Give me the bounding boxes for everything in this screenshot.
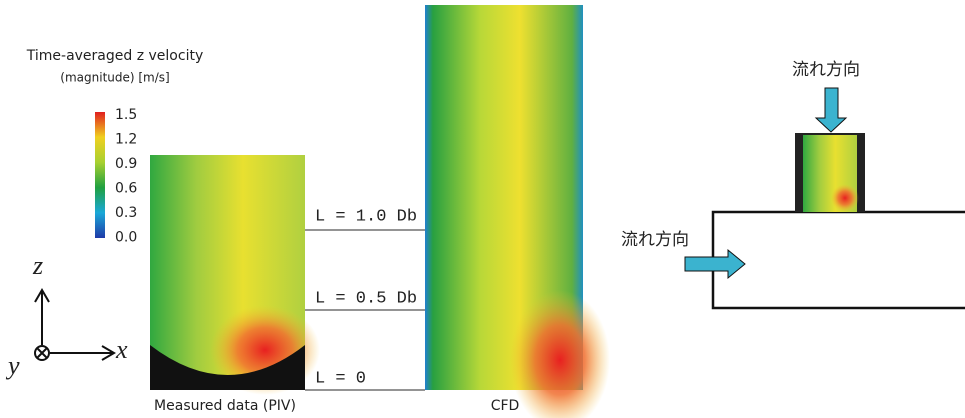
flow-label: 流れ方向 bbox=[621, 230, 689, 250]
axis-x: x bbox=[115, 335, 128, 364]
piv-label: Measured data (PIV) bbox=[154, 398, 296, 414]
colorbar-tick: 0.9 bbox=[115, 156, 137, 172]
figure: Time-averaged z velocity (magnitude) [m/… bbox=[0, 0, 965, 418]
axis-z: z bbox=[32, 251, 43, 280]
branch-hotspot bbox=[831, 184, 859, 212]
axes-glyph bbox=[35, 290, 114, 360]
level-label: L = 0 bbox=[315, 369, 366, 388]
legend-subtitle: (magnitude) [m/s] bbox=[60, 71, 169, 85]
colorbar-tick: 1.2 bbox=[115, 132, 137, 148]
flow-arrow-down bbox=[816, 88, 846, 132]
colorbar bbox=[95, 112, 105, 238]
pipe bbox=[713, 212, 965, 308]
colorbar-tick: 0.0 bbox=[115, 230, 137, 246]
legend-title: Time-averaged z velocity bbox=[26, 48, 203, 64]
flow-arrow-right bbox=[685, 250, 745, 278]
colorbar-tick: 0.6 bbox=[115, 181, 137, 197]
axis-y: y bbox=[5, 351, 20, 380]
flow-label: 流れ方向 bbox=[792, 60, 860, 80]
level-label: L = 1.0 Db bbox=[315, 207, 417, 226]
cfd-label: CFD bbox=[491, 398, 520, 414]
colorbar-tick: 1.5 bbox=[115, 107, 137, 123]
level-label: L = 0.5 Db bbox=[315, 289, 417, 308]
colorbar-tick: 0.3 bbox=[115, 205, 137, 221]
